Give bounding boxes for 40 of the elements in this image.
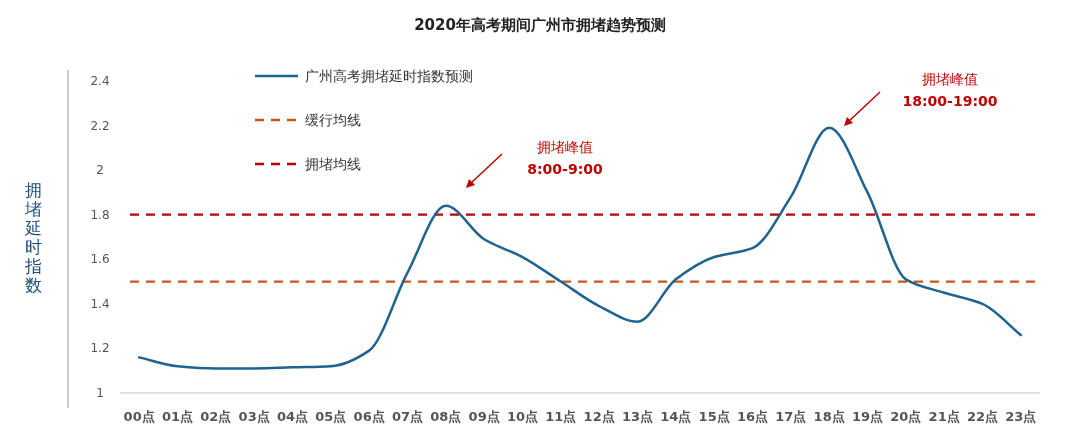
- y-tick-label: 2: [96, 163, 104, 178]
- x-tick-label: 14点: [660, 409, 692, 424]
- x-tick-label: 16点: [736, 409, 769, 424]
- x-tick-label: 00点: [123, 409, 155, 424]
- x-tick-label: 23点: [1005, 409, 1037, 424]
- y-tick-label: 1.4: [90, 296, 110, 311]
- x-tick-label: 17点: [775, 409, 807, 424]
- x-tick-label: 22点: [966, 409, 999, 424]
- x-tick-label: 04点: [276, 409, 309, 424]
- annotation: 拥堵峰值 8:00-9:00: [527, 139, 603, 177]
- legend-label: 拥堵均线: [305, 156, 361, 172]
- x-tick-label: 03点: [238, 409, 270, 424]
- y-tick-label: 1.8: [90, 207, 110, 222]
- x-tick-label: 10点: [506, 409, 539, 424]
- chart-title: 2020年高考期间广州市拥堵趋势预测: [414, 16, 666, 34]
- x-tick-label: 11点: [545, 409, 577, 424]
- x-tick-label: 02点: [200, 409, 232, 424]
- y-axis-title: 拥堵延时指数: [23, 179, 42, 295]
- line-series: [137, 126, 1023, 370]
- x-tick-label: 20点: [890, 409, 922, 424]
- x-tick-label: 09点: [468, 409, 500, 424]
- x-tick-label: 08点: [430, 409, 462, 424]
- x-tick-label: 21点: [928, 409, 960, 424]
- x-tick-label: 07点: [391, 409, 424, 424]
- x-tick-label: 01点: [161, 409, 194, 424]
- y-tick-label: 2.2: [90, 118, 110, 133]
- x-tick-label: 05点: [315, 409, 347, 424]
- x-tick-label: 06点: [353, 409, 385, 424]
- y-tick-label: 1.6: [90, 252, 110, 267]
- x-tick-label: 12点: [583, 409, 615, 424]
- x-tick-label: 15点: [698, 409, 730, 424]
- y-tick-label: 1: [96, 386, 104, 400]
- x-tick-label: 18点: [813, 409, 845, 424]
- x-tick-label: 19点: [851, 409, 884, 424]
- y-tick-label: 1.2: [90, 341, 110, 356]
- x-tick-label: 13点: [621, 409, 654, 424]
- annotation: 拥堵峰值 18:00-19:00: [902, 71, 998, 109]
- legend-label: 缓行均线: [305, 112, 361, 128]
- y-tick-label: 2.4: [90, 74, 110, 88]
- legend-label: 广州高考拥堵延时指数预测: [305, 68, 473, 84]
